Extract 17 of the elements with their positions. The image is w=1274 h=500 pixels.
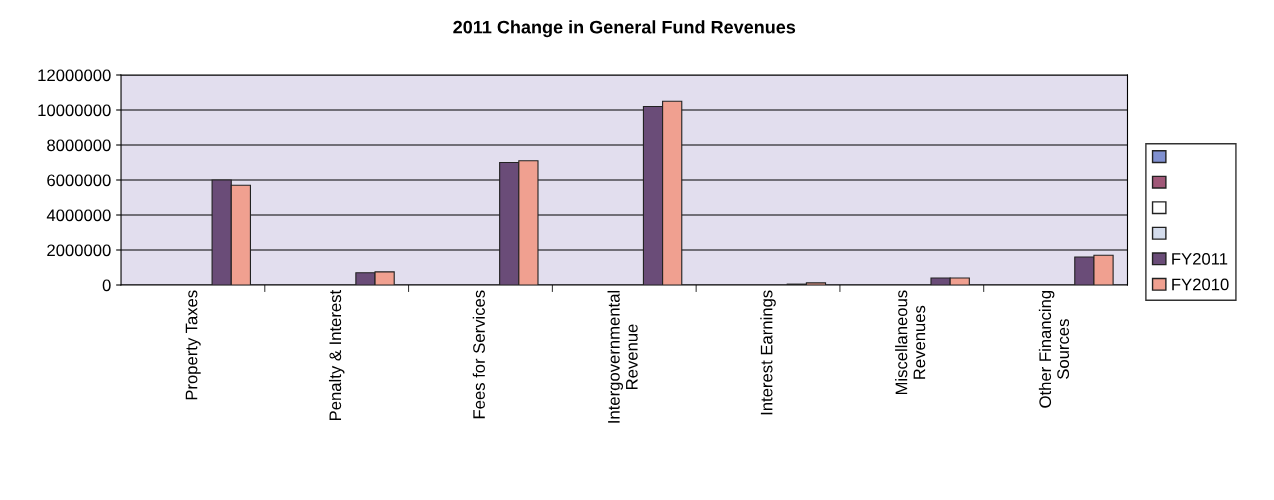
x-tick-label: Other Financing Sources: [1038, 290, 1070, 408]
y-tick-label: 8000000: [47, 139, 111, 152]
legend-label: FY2010: [1172, 278, 1229, 291]
y-tick-label: 4000000: [46, 209, 111, 222]
x-tick-label: Fees for Services: [472, 290, 485, 419]
legend-label: FY2011: [1172, 252, 1228, 265]
x-tick-label: Miscellaneous Revenues: [895, 290, 926, 395]
x-tick-label: Penalty & Interest: [328, 289, 345, 421]
y-tick-label: 12000000: [38, 69, 111, 82]
y-tick-label: 0: [102, 279, 111, 292]
x-tick-label: Interest Earnings: [760, 290, 776, 415]
y-tick-label: 6000000: [47, 174, 111, 187]
x-tick-label: Property Taxes: [185, 290, 201, 400]
chart-title: 2011 Change in General Fund Revenues: [453, 20, 796, 38]
x-tick-label: Intergovernmental Revenue: [607, 290, 638, 423]
y-tick-label: 2000000: [47, 244, 111, 257]
y-tick-label: 10000000: [38, 104, 111, 117]
